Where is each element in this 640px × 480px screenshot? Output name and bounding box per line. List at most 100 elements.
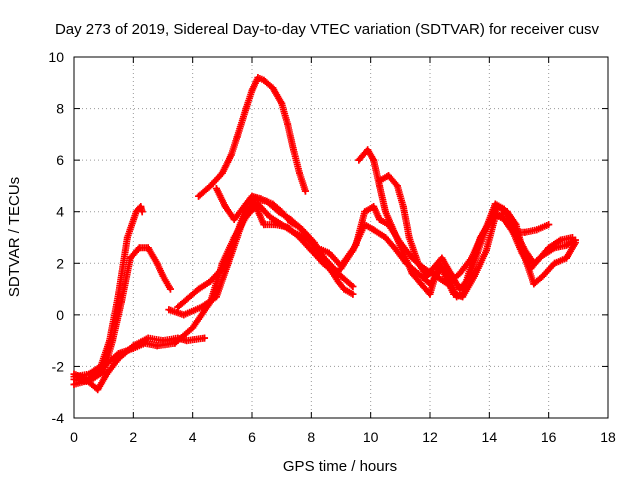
point-3-6 [153,342,161,350]
point-5-3 [206,277,214,285]
point-4-16 [349,246,357,254]
point-6-12 [290,146,298,154]
point-2-2 [94,386,102,394]
point-4-10 [284,223,292,231]
point-8-2 [370,156,378,164]
point-8-5 [390,228,398,236]
y-tick-label-2: 0 [56,307,64,323]
point-1-5 [126,254,134,262]
point-9-1 [384,172,392,180]
y-axis-label: SDTVAR / TECUs [6,177,23,297]
x-tick-label-8: 16 [541,429,557,445]
series-track-8 [212,185,357,290]
point-9-0 [376,177,384,185]
point-8-13 [459,290,467,298]
x-tick-label-7: 14 [482,429,498,445]
point-7-6 [269,200,277,208]
point-3-2 [100,362,108,370]
point-6-8 [260,76,268,84]
x-tick-label-1: 2 [129,429,137,445]
y-tick-label-3: 2 [56,255,64,271]
point-6-2 [218,169,226,177]
point-4-18 [370,226,378,234]
point-4-1 [180,311,188,319]
point-8-9 [426,290,434,298]
point-7-3 [242,200,250,208]
point-8-4 [382,208,389,216]
point-4-35 [551,259,559,267]
point-4-19 [382,234,389,241]
point-9-15 [500,205,508,213]
point-4-2 [198,303,206,311]
point-4-15 [337,264,345,272]
point-7-0 [212,185,220,193]
point-6-4 [233,133,241,141]
point-4-8 [260,221,268,229]
point-0-8 [138,208,146,216]
point-5-4 [218,264,226,272]
point-9-18 [527,264,535,272]
point-8-0 [355,156,363,164]
point-5-16 [349,290,357,298]
point-3-8 [189,324,197,332]
point-1-9 [159,272,167,280]
series-track-10 [376,172,576,293]
series-track-7 [195,74,309,200]
x-axis-label: GPS time / hours [283,458,397,475]
grid-lines [74,57,608,418]
point-8-8 [417,280,425,288]
point-3-37 [521,228,529,236]
point-3-5 [141,339,149,347]
point-3-38 [533,226,541,234]
point-3-1 [85,375,93,383]
point-9-20 [545,244,553,252]
point-9-7 [429,264,437,272]
point-7-7 [278,208,286,216]
chart-title: Day 273 of 2019, Sidereal Day-to-day VTE… [55,21,600,38]
point-3-22 [361,208,369,216]
point-8-7 [408,270,416,278]
point-2-9 [183,337,191,345]
point-4-20 [390,244,398,252]
point-4-33 [530,280,538,288]
point-7-13 [337,272,345,280]
point-7-1 [221,203,229,211]
point-8-6 [399,249,407,257]
point-9-19 [536,254,544,262]
data-series [70,74,579,394]
point-7-2 [230,215,238,223]
point-3-39 [545,221,553,229]
point-5-0 [174,303,182,311]
point-4-9 [272,221,280,229]
point-7-5 [257,195,265,203]
point-1-6 [135,244,143,252]
point-6-13 [295,169,303,177]
point-3-24 [376,215,384,223]
y-tick-label-1: -2 [52,358,65,374]
point-9-13 [482,223,490,231]
point-9-14 [491,200,499,208]
point-5-2 [195,285,203,293]
point-4-11 [295,234,303,241]
point-7-11 [313,246,321,254]
point-3-0 [70,370,78,378]
point-3-4 [129,344,137,352]
point-9-12 [473,249,481,257]
point-2-3 [103,370,111,378]
y-tick-label-7: 10 [48,49,64,65]
point-7-12 [325,259,333,267]
x-tick-label-6: 12 [422,429,438,445]
point-9-21 [557,236,565,244]
point-1-7 [144,244,152,252]
plot-frame [73,56,609,419]
point-9-11 [465,275,473,283]
x-tick-label-5: 10 [363,429,379,445]
x-tick-label-2: 4 [189,429,197,445]
series-track-4 [70,200,553,383]
point-5-14 [334,277,342,285]
point-3-19 [325,249,333,257]
point-9-3 [399,203,407,211]
point-6-6 [248,87,256,95]
point-9-6 [423,272,431,280]
